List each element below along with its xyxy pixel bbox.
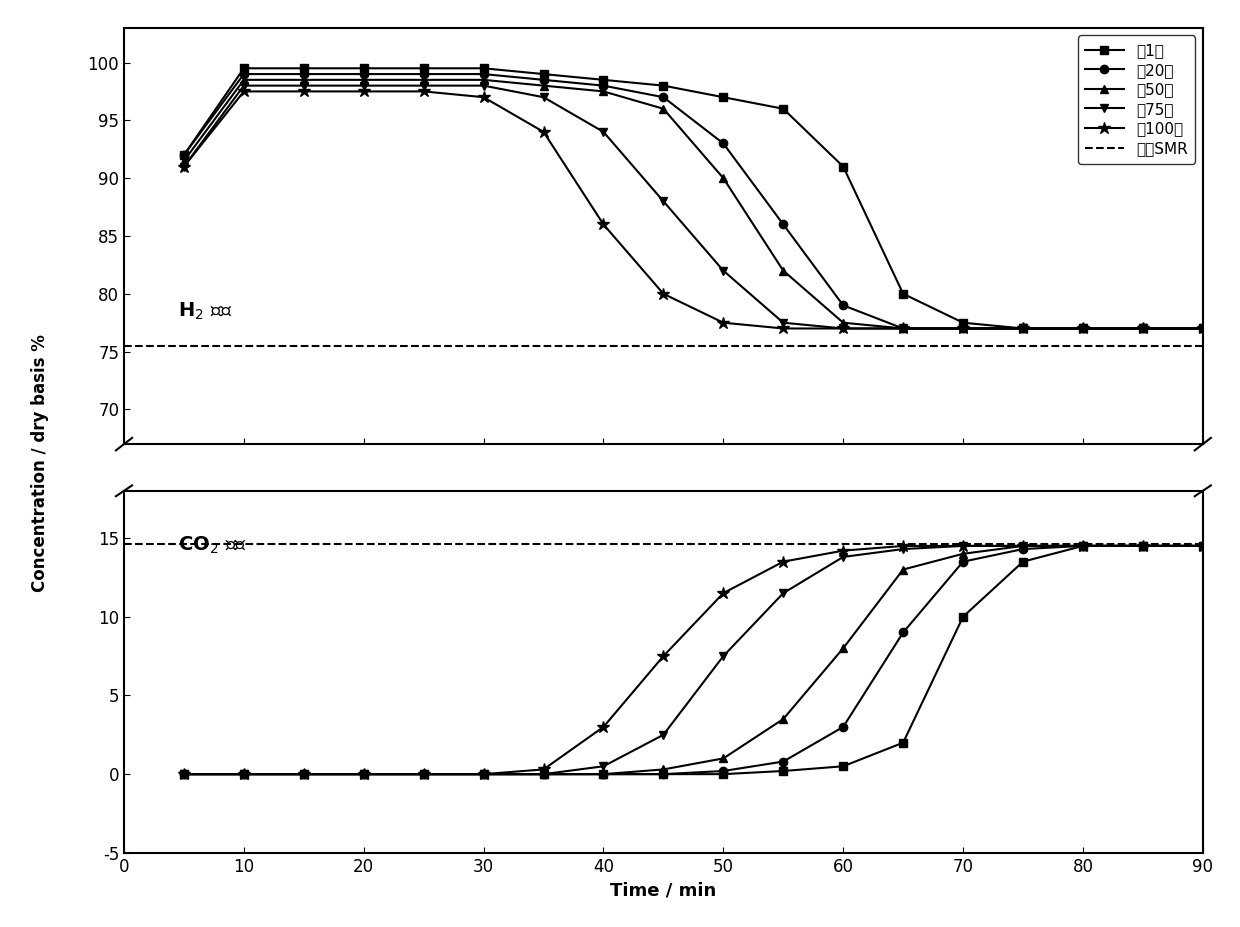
X-axis label: Time / min: Time / min <box>610 882 717 899</box>
Text: Concentration / dry basis %: Concentration / dry basis % <box>31 335 50 592</box>
Text: CO$_2$ 浓度: CO$_2$ 浓度 <box>179 535 247 556</box>
Legend: 第1次, 第20次, 第50次, 第75次, 第100次, 传统SMR: 第1次, 第20次, 第50次, 第75次, 第100次, 传统SMR <box>1078 35 1195 164</box>
Text: H$_2$ 浓度: H$_2$ 浓度 <box>179 300 232 322</box>
